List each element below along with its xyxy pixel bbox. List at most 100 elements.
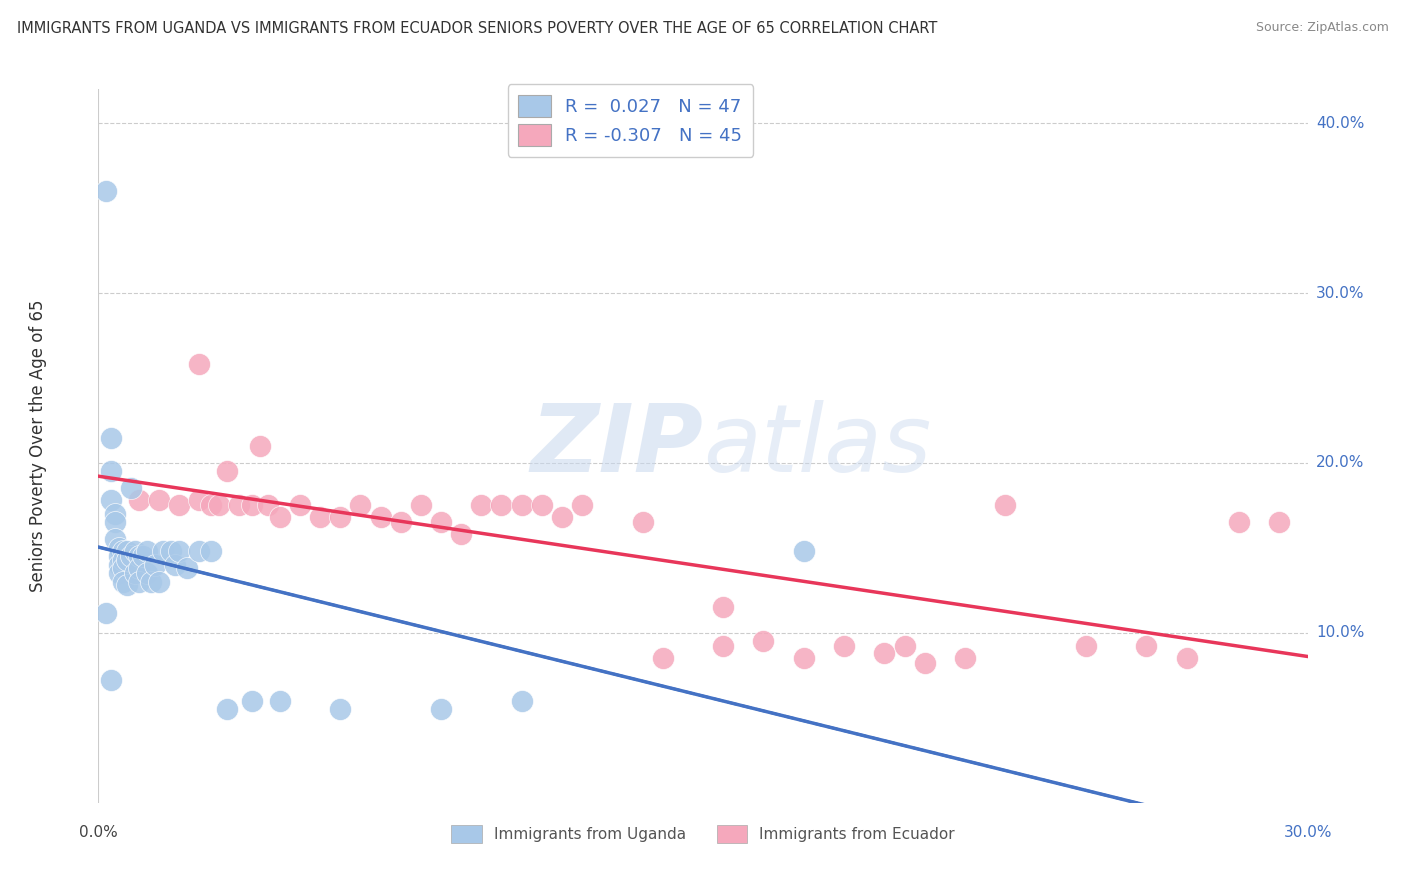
Point xyxy=(329,510,352,524)
Legend: Immigrants from Uganda, Immigrants from Ecuador: Immigrants from Uganda, Immigrants from … xyxy=(444,819,962,848)
Point xyxy=(409,499,432,513)
Text: 40.0%: 40.0% xyxy=(1316,116,1364,131)
Point xyxy=(288,499,311,513)
Point xyxy=(100,673,122,688)
Point xyxy=(200,499,222,513)
Point xyxy=(111,561,134,575)
Text: 20.0%: 20.0% xyxy=(1316,456,1364,470)
Point xyxy=(100,430,122,444)
Point xyxy=(240,499,263,513)
Point xyxy=(96,184,118,198)
Point xyxy=(167,499,190,513)
Point xyxy=(163,558,186,572)
Point xyxy=(135,566,157,581)
Text: ZIP: ZIP xyxy=(530,400,703,492)
Point xyxy=(430,516,453,530)
Text: 10.0%: 10.0% xyxy=(1316,625,1364,640)
Point xyxy=(1175,651,1198,665)
Point xyxy=(240,694,263,708)
Point xyxy=(217,702,239,716)
Point xyxy=(530,499,553,513)
Point xyxy=(128,493,150,508)
Point xyxy=(752,634,775,648)
Point xyxy=(571,499,593,513)
Point xyxy=(370,510,392,524)
Point xyxy=(914,657,936,671)
Point xyxy=(510,694,533,708)
Point xyxy=(148,574,170,589)
Point xyxy=(103,516,125,530)
Point xyxy=(873,646,896,660)
Text: IMMIGRANTS FROM UGANDA VS IMMIGRANTS FROM ECUADOR SENIORS POVERTY OVER THE AGE O: IMMIGRANTS FROM UGANDA VS IMMIGRANTS FRO… xyxy=(17,21,938,36)
Point xyxy=(160,544,183,558)
Point xyxy=(167,544,190,558)
Point xyxy=(115,578,138,592)
Point xyxy=(111,544,134,558)
Point xyxy=(100,465,122,479)
Point xyxy=(269,694,291,708)
Point xyxy=(651,651,673,665)
Point xyxy=(143,558,166,572)
Point xyxy=(349,499,371,513)
Point xyxy=(994,499,1017,513)
Text: Source: ZipAtlas.com: Source: ZipAtlas.com xyxy=(1256,21,1389,34)
Point xyxy=(631,516,654,530)
Point xyxy=(103,533,125,547)
Point xyxy=(188,358,211,372)
Point xyxy=(124,544,146,558)
Point xyxy=(893,640,915,654)
Point xyxy=(132,549,155,564)
Point xyxy=(200,544,222,558)
Point xyxy=(1268,516,1291,530)
Point xyxy=(208,499,231,513)
Point xyxy=(188,493,211,508)
Point xyxy=(953,651,976,665)
Point xyxy=(450,527,472,541)
Point xyxy=(128,549,150,564)
Point xyxy=(128,561,150,575)
Point xyxy=(115,544,138,558)
Point xyxy=(100,493,122,508)
Point xyxy=(217,465,239,479)
Point xyxy=(832,640,855,654)
Point xyxy=(1227,516,1250,530)
Point xyxy=(128,574,150,589)
Text: atlas: atlas xyxy=(703,401,931,491)
Point xyxy=(269,510,291,524)
Point xyxy=(107,549,129,564)
Text: 30.0%: 30.0% xyxy=(1284,825,1331,840)
Point xyxy=(793,651,815,665)
Point xyxy=(120,549,142,564)
Point xyxy=(139,574,162,589)
Point xyxy=(228,499,250,513)
Point xyxy=(107,566,129,581)
Text: Seniors Poverty Over the Age of 65: Seniors Poverty Over the Age of 65 xyxy=(30,300,46,592)
Point xyxy=(115,553,138,567)
Point xyxy=(96,606,118,620)
Point xyxy=(329,702,352,716)
Point xyxy=(135,544,157,558)
Point xyxy=(111,553,134,567)
Point xyxy=(551,510,574,524)
Point xyxy=(249,439,271,453)
Text: 30.0%: 30.0% xyxy=(1316,285,1364,301)
Text: 0.0%: 0.0% xyxy=(79,825,118,840)
Point xyxy=(1135,640,1157,654)
Point xyxy=(120,482,142,496)
Point xyxy=(111,574,134,589)
Point xyxy=(470,499,492,513)
Point xyxy=(124,566,146,581)
Point xyxy=(107,541,129,555)
Point xyxy=(176,561,198,575)
Point xyxy=(491,499,513,513)
Point xyxy=(510,499,533,513)
Point xyxy=(1074,640,1097,654)
Point xyxy=(148,493,170,508)
Point xyxy=(711,600,734,615)
Point xyxy=(793,544,815,558)
Point xyxy=(152,544,174,558)
Point xyxy=(389,516,412,530)
Point xyxy=(309,510,332,524)
Point xyxy=(430,702,453,716)
Point xyxy=(256,499,278,513)
